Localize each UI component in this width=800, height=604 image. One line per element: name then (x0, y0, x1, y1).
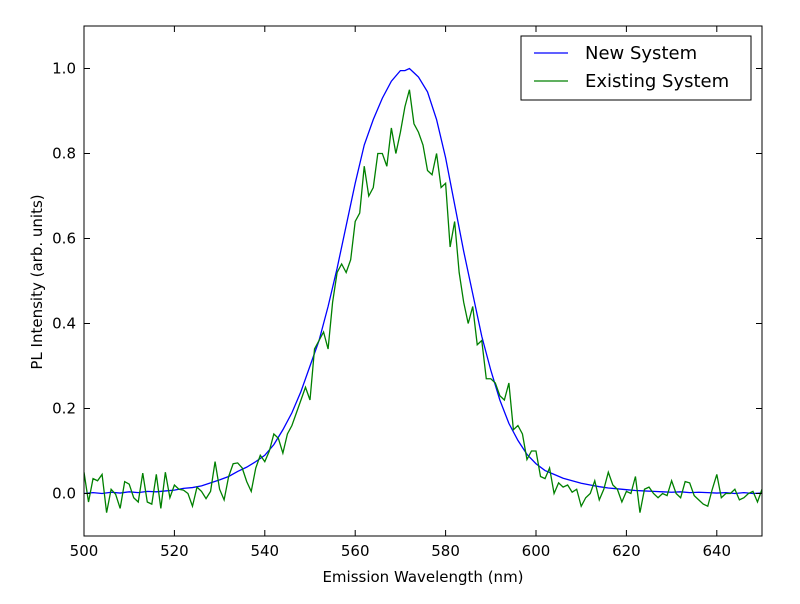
y-tick-label: 0.0 (52, 485, 76, 503)
x-tick-label: 600 (522, 542, 551, 560)
x-tick-label: 640 (702, 542, 731, 560)
y-tick-label: 0.8 (52, 145, 76, 163)
x-tick-label: 520 (160, 542, 189, 560)
y-tick-label: 0.4 (52, 315, 76, 333)
series-line-existing-system (84, 89, 762, 513)
plot-area (83, 25, 763, 537)
legend-label-new-system: New System (585, 43, 697, 64)
y-tick-label: 1.0 (52, 60, 76, 78)
x-axis-ticks: 500 520 540 560 580 600 620 640 (70, 26, 731, 560)
x-tick-label: 580 (431, 542, 460, 560)
x-axis-label: Emission Wavelength (nm) (322, 568, 523, 586)
x-tick-label: 540 (250, 542, 279, 560)
y-tick-label: 0.2 (52, 400, 76, 418)
x-tick-label: 620 (612, 542, 641, 560)
legend: New System Existing System (520, 35, 752, 101)
x-tick-label: 500 (70, 542, 99, 560)
y-axis-label: PL Intensity (arb. units) (28, 194, 46, 369)
plot-frame (83, 25, 763, 537)
y-tick-label: 0.6 (52, 230, 76, 248)
x-tick-label: 560 (341, 542, 370, 560)
y-axis-ticks: 0.0 0.2 0.4 0.6 0.8 1.0 (52, 60, 762, 503)
series-line-new-system (84, 67, 762, 495)
legend-label-existing-system: Existing System (585, 71, 729, 92)
legend-box (520, 35, 752, 101)
